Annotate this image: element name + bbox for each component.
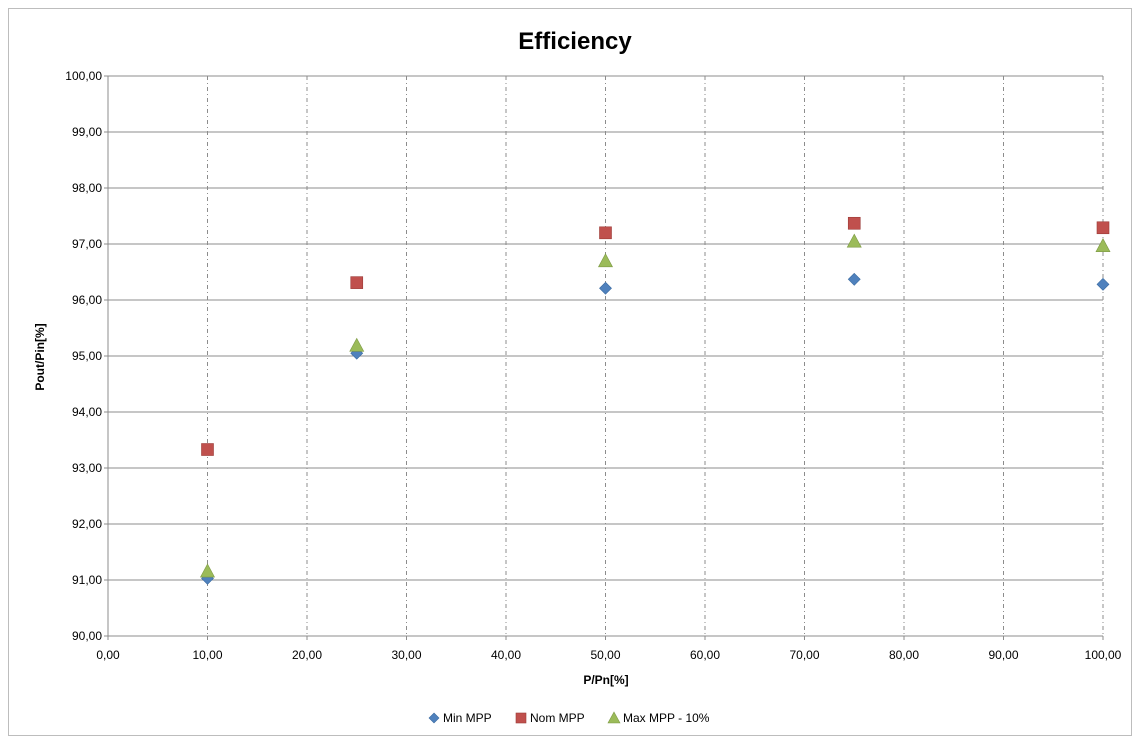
x-tick-label: 0,00 [96,648,120,662]
x-tick-label: 20,00 [292,648,322,662]
point-square-nom-mpp [1096,221,1110,235]
point-square-nom-mpp [847,216,861,230]
point-square-nom-mpp [599,226,612,240]
tick-labels: 90,00 91,00 92,00 93,00 94,00 95,00 96,00 97,00… [65,69,1121,662]
legend-marker [607,711,621,724]
x-tick-label: 90,00 [988,648,1018,662]
legend-marker [515,712,527,724]
x-tick-label: 10,00 [192,648,222,662]
chart-frame: Efficiency 90,00 91,00 92,00 93,00 94,00 95,0… [8,8,1132,736]
axes [104,75,1104,640]
legend-label: Min MPP [443,711,492,725]
x-tick-label: 30,00 [391,648,421,662]
point-diamond-min-mpp [1096,277,1110,291]
y-tick-label: 90,00 [72,629,102,643]
point-triangle-max-mpp-10 [846,233,862,248]
point-square-nom-mpp [350,276,364,289]
x-axis-label: P/Pn[%] [583,673,628,687]
x-tick-label: 50,00 [590,648,620,662]
y-tick-label: 92,00 [72,517,102,531]
point-triangle-max-mpp-10 [597,253,614,268]
y-tick-label: 100,00 [65,69,102,83]
x-tick-label: 80,00 [889,648,919,662]
point-triangle-max-mpp-10 [199,563,216,578]
y-tick-label: 98,00 [72,181,102,195]
y-tick-label: 95,00 [72,349,102,363]
legend-label: Nom MPP [530,711,585,725]
legend-label: Max MPP - 10% [623,711,710,725]
legend: Min MPP Nom MPP Max MPP - 10% [428,711,710,725]
x-tick-label: 70,00 [789,648,819,662]
data-points [199,216,1111,585]
legend-marker [428,712,440,724]
y-tick-label: 99,00 [72,125,102,139]
x-tick-label: 60,00 [690,648,720,662]
y-tick-label: 91,00 [72,573,102,587]
point-diamond-min-mpp [599,281,612,295]
point-square-nom-mpp [201,443,214,456]
point-triangle-max-mpp-10 [1095,238,1111,252]
x-tick-label: 40,00 [491,648,521,662]
y-tick-label: 97,00 [72,237,102,251]
y-tick-label: 94,00 [72,405,102,419]
point-triangle-max-mpp-10 [349,337,365,352]
y-axis-label: Pout/Pin[%] [33,323,47,390]
grid-lines [108,75,1104,636]
y-tick-label: 96,00 [72,293,102,307]
x-tick-label: 100,00 [1085,648,1122,662]
point-diamond-min-mpp [847,272,861,286]
chart-title: Efficiency [518,28,632,55]
efficiency-chart: Efficiency 90,00 91,00 92,00 93,00 94,00 95,0… [33,28,1122,725]
y-tick-label: 93,00 [72,461,102,475]
